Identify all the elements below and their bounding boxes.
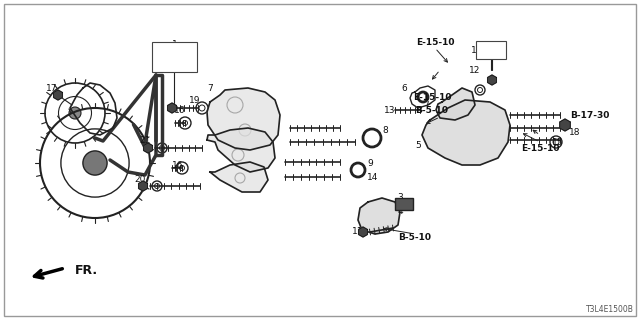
Polygon shape (436, 88, 475, 120)
Text: B-17-30: B-17-30 (570, 110, 610, 119)
Circle shape (69, 107, 81, 119)
Text: 6: 6 (401, 84, 407, 92)
Text: 14: 14 (367, 172, 379, 181)
Text: 11: 11 (352, 227, 364, 236)
Text: 19: 19 (189, 95, 201, 105)
Text: 3: 3 (397, 194, 403, 203)
Text: 5: 5 (415, 140, 421, 149)
Text: 17: 17 (46, 84, 58, 92)
Text: 16: 16 (174, 106, 186, 115)
Polygon shape (560, 119, 570, 131)
Polygon shape (358, 198, 400, 234)
Text: 16: 16 (172, 161, 184, 170)
Bar (395, 198, 413, 210)
Polygon shape (139, 181, 147, 191)
Bar (152, 42, 197, 72)
Text: E-15-10: E-15-10 (521, 143, 559, 153)
Text: 1: 1 (172, 39, 178, 49)
Text: 2: 2 (172, 54, 178, 63)
Text: B-5-10: B-5-10 (415, 106, 449, 115)
Polygon shape (207, 88, 280, 150)
Polygon shape (168, 103, 177, 113)
Text: 20: 20 (134, 174, 146, 183)
Text: E-15-10: E-15-10 (413, 92, 451, 101)
Text: 13: 13 (384, 106, 396, 115)
Text: 9: 9 (367, 158, 373, 167)
Text: 7: 7 (207, 84, 213, 92)
Text: E-15-10: E-15-10 (416, 37, 454, 46)
Polygon shape (143, 143, 152, 153)
Text: T3L4E1500B: T3L4E1500B (586, 306, 634, 315)
Text: FR.: FR. (75, 263, 98, 276)
Bar (476, 41, 506, 59)
Circle shape (83, 151, 107, 175)
Polygon shape (207, 128, 275, 172)
Text: 21: 21 (140, 135, 150, 145)
Text: B-5-10: B-5-10 (399, 234, 431, 243)
Text: 10: 10 (471, 45, 483, 54)
Text: 12: 12 (469, 66, 481, 75)
Polygon shape (488, 75, 497, 85)
Polygon shape (358, 227, 367, 237)
Text: 4: 4 (397, 207, 403, 217)
Polygon shape (422, 100, 510, 165)
Polygon shape (210, 162, 268, 192)
Text: 18: 18 (569, 127, 580, 137)
Polygon shape (54, 90, 62, 100)
Text: 8: 8 (382, 125, 388, 134)
Text: 15: 15 (552, 138, 564, 147)
